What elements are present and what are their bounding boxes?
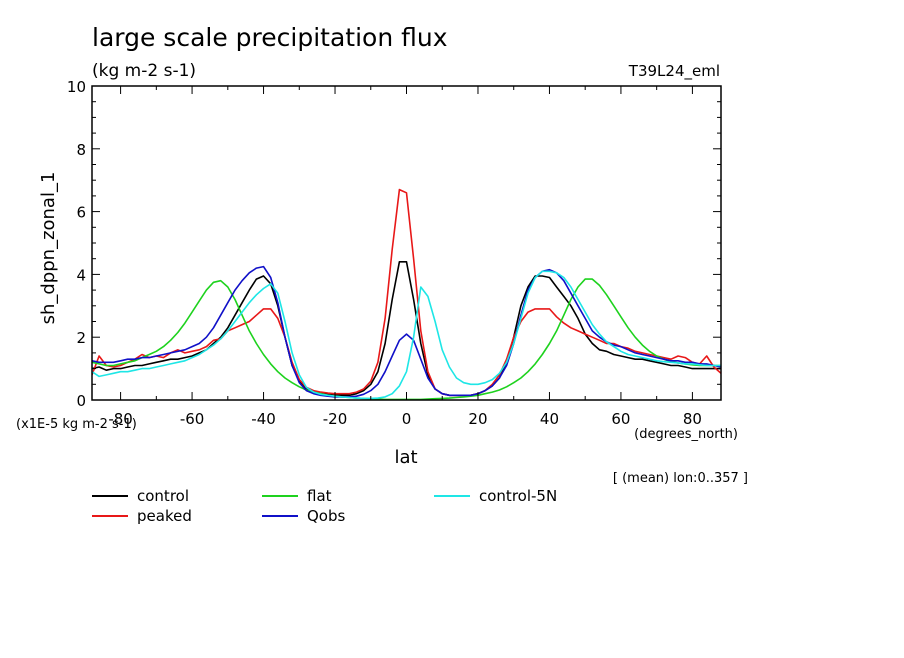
x-tick-label: -40 <box>251 410 276 428</box>
y-tick-label: 10 <box>67 78 86 96</box>
axis-tick-labels-group: -80 -60 -40 -20 0 20 40 60 80 0 2 4 6 8 10 <box>67 78 702 428</box>
legend-label: Qobs <box>307 507 346 525</box>
x-axis-label: lat <box>394 447 417 468</box>
series-line-peaked <box>92 188 721 397</box>
series-line-control-5n <box>92 270 721 400</box>
chart-title: large scale precipitation flux <box>92 23 448 52</box>
series-line-qobs <box>92 265 721 398</box>
y-tick-label: 6 <box>76 204 86 222</box>
scale-note: (x1E-5 kg m-2 s-1) <box>16 417 137 432</box>
x-tick-label: 0 <box>402 410 412 428</box>
plot-series-group <box>92 188 721 400</box>
x-tick-label: -60 <box>180 410 205 428</box>
region-note: [ (mean) lon:0..357 ] <box>613 471 748 486</box>
chart-units: (kg m-2 s-1) <box>92 61 196 81</box>
x-tick-label: 20 <box>468 410 487 428</box>
x-tick-label: -80 <box>108 410 133 428</box>
y-tick-label: 8 <box>76 141 86 159</box>
x-tick-label: 80 <box>683 410 702 428</box>
x-tick-label: -20 <box>323 410 348 428</box>
axis-ticks-group <box>92 86 721 400</box>
y-axis-label: sh_dppn_zonal_1 <box>38 172 59 325</box>
series-line-control <box>92 260 721 397</box>
series-line-flat <box>92 278 721 400</box>
legend-label: flat <box>307 487 332 505</box>
x-tick-label: 40 <box>540 410 559 428</box>
y-tick-label: 0 <box>76 392 86 410</box>
legend-label: control <box>137 487 189 505</box>
x-tick-label: 60 <box>611 410 630 428</box>
y-tick-label: 2 <box>76 329 86 347</box>
legend-label: control-5N <box>479 487 557 505</box>
legend: control peaked flat Qobs control-5N <box>92 487 557 525</box>
experiment-label: T39L24_eml <box>628 62 720 81</box>
y-tick-label: 4 <box>76 266 86 284</box>
x-units-label: (degrees_north) <box>634 427 738 442</box>
legend-label: peaked <box>137 507 192 525</box>
